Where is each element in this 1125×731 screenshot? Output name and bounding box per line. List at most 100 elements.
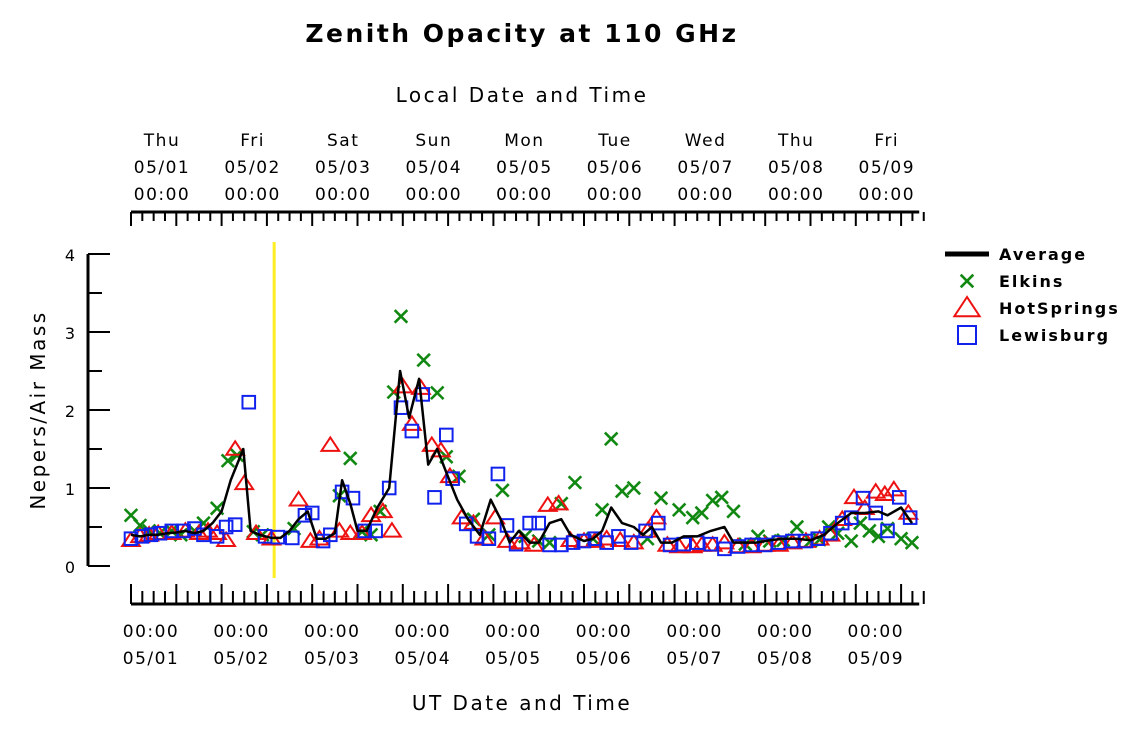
- top-tick-label: 00:00: [587, 185, 644, 205]
- data-point-hotsprings: [401, 414, 423, 431]
- data-point-elkins: [705, 493, 720, 508]
- data-point-elkins: [726, 504, 741, 519]
- legend-label-hotsprings: HotSprings: [999, 299, 1120, 318]
- bottom-tick-label: 00:00: [666, 622, 723, 642]
- data-point-hotsprings: [874, 484, 896, 502]
- top-tick-label: 00:00: [496, 185, 553, 205]
- top-tick-label: 00:00: [224, 185, 281, 205]
- data-point-elkins: [220, 453, 236, 468]
- data-point-lewisburg: [522, 515, 537, 531]
- y-tick-label: 4: [65, 246, 75, 265]
- data-point-hotsprings: [595, 529, 618, 546]
- data-point-elkins: [671, 502, 687, 518]
- y-tick-label: 0: [65, 558, 75, 577]
- data-point-hotsprings: [299, 531, 322, 548]
- data-point-elkins: [685, 510, 700, 525]
- data-point-lewisburg: [438, 427, 454, 443]
- legend-label-average: Average: [999, 245, 1087, 264]
- top-tick-label: Tue: [597, 131, 632, 151]
- data-point-elkins: [495, 483, 510, 498]
- top-tick-label: Fri: [874, 131, 899, 151]
- bottom-tick-label: 05/07: [666, 649, 723, 669]
- data-point-hotsprings: [523, 535, 545, 552]
- data-point-hotsprings: [215, 530, 237, 548]
- bottom-tick-label: 05/08: [757, 649, 814, 669]
- data-point-lewisburg: [427, 490, 442, 505]
- bottom-tick-label: 00:00: [304, 622, 361, 642]
- data-point-elkins: [430, 385, 445, 401]
- data-point-lewisburg: [650, 515, 666, 531]
- bottom-tick-label: 05/06: [576, 649, 633, 669]
- bottom-tick-label: 05/09: [848, 649, 905, 669]
- series-elkins: [123, 309, 920, 552]
- data-point-elkins: [343, 451, 358, 466]
- data-point-hotsprings: [206, 523, 228, 541]
- data-point-elkins: [904, 535, 920, 550]
- y-axis: 0 1 2 3 4: [65, 246, 110, 577]
- data-point-lewisburg: [576, 533, 592, 549]
- top-tick-label: 05/07: [677, 158, 734, 178]
- data-point-hotsprings: [224, 439, 246, 456]
- bottom-tick-label: 00:00: [395, 622, 452, 642]
- top-tick-label: 05/02: [224, 158, 281, 178]
- bottom-tick-label: 00:00: [848, 622, 905, 642]
- bottom-tick-label: 05/01: [123, 649, 180, 669]
- legend-label-elkins: Elkins: [999, 272, 1064, 291]
- y-tick-label: 3: [65, 324, 75, 343]
- data-point-lewisburg: [499, 518, 515, 533]
- data-point-lewisburg: [227, 517, 243, 532]
- data-point-hotsprings: [372, 501, 394, 519]
- bottom-tick-label: 00:00: [757, 622, 814, 642]
- data-point-elkins: [626, 480, 642, 496]
- data-point-elkins: [614, 483, 630, 499]
- data-point-elkins: [164, 523, 179, 539]
- data-point-lewisburg: [209, 529, 225, 544]
- top-tick-label: 00:00: [859, 185, 916, 205]
- data-point-hotsprings: [339, 523, 361, 541]
- data-point-hotsprings: [421, 435, 443, 452]
- top-tick-label: Sun: [415, 131, 452, 151]
- top-tick-label: 05/09: [859, 158, 916, 178]
- data-point-hotsprings: [831, 509, 853, 526]
- bottom-tick-label: 00:00: [485, 622, 542, 642]
- y-axis-title: Nepers/Air Mass: [26, 310, 50, 509]
- data-point-elkins: [694, 505, 709, 521]
- data-point-elkins: [653, 490, 669, 506]
- data-point-hotsprings: [287, 490, 310, 507]
- bottom-tick-label: 00:00: [123, 622, 180, 642]
- data-point-hotsprings: [381, 521, 403, 538]
- legend-item-hotsprings: HotSprings: [952, 295, 1120, 318]
- data-point-elkins: [844, 533, 859, 549]
- data-point-elkins: [416, 352, 431, 368]
- bottom-tick-label: 05/05: [485, 649, 542, 669]
- data-point-lewisburg: [891, 490, 907, 505]
- top-axis-title: Local Date and Time: [396, 83, 649, 107]
- legend-item-lewisburg: Lewisburg: [957, 325, 1108, 345]
- top-tick-label: 05/06: [587, 158, 644, 178]
- bottom-axis: 00:00 05/01 00:00 05/02 00:00 05/03 00:00 05/04…: [123, 584, 925, 669]
- top-tick-label: Sat: [327, 131, 359, 151]
- data-point-lewisburg: [323, 527, 338, 543]
- y-tick-label: 2: [65, 402, 75, 421]
- chart-title: Zenith Opacity at 110 GHz: [305, 19, 738, 48]
- legend-swatch-elkins: [959, 273, 975, 289]
- top-tick-label: 05/05: [496, 158, 553, 178]
- data-point-lewisburg: [508, 536, 524, 552]
- data-point-lewisburg: [218, 519, 234, 535]
- data-point-elkins: [594, 502, 610, 518]
- legend-item-average: Average: [945, 245, 1087, 264]
- data-point-hotsprings: [233, 473, 255, 491]
- bottom-axis-title: UT Date and Time: [412, 691, 632, 715]
- top-tick-label: 00:00: [315, 185, 372, 205]
- data-point-lewisburg: [531, 515, 547, 531]
- data-point-lewisburg: [855, 490, 871, 506]
- data-point-elkins: [789, 519, 805, 535]
- legend-item-elkins: Elkins: [959, 272, 1064, 291]
- top-tick-label: Fri: [240, 131, 265, 151]
- top-tick-label: 00:00: [677, 185, 734, 205]
- plot-series: [120, 309, 920, 557]
- data-point-hotsprings: [843, 487, 865, 505]
- data-point-hotsprings: [740, 536, 763, 554]
- top-tick-label: 00:00: [134, 185, 191, 205]
